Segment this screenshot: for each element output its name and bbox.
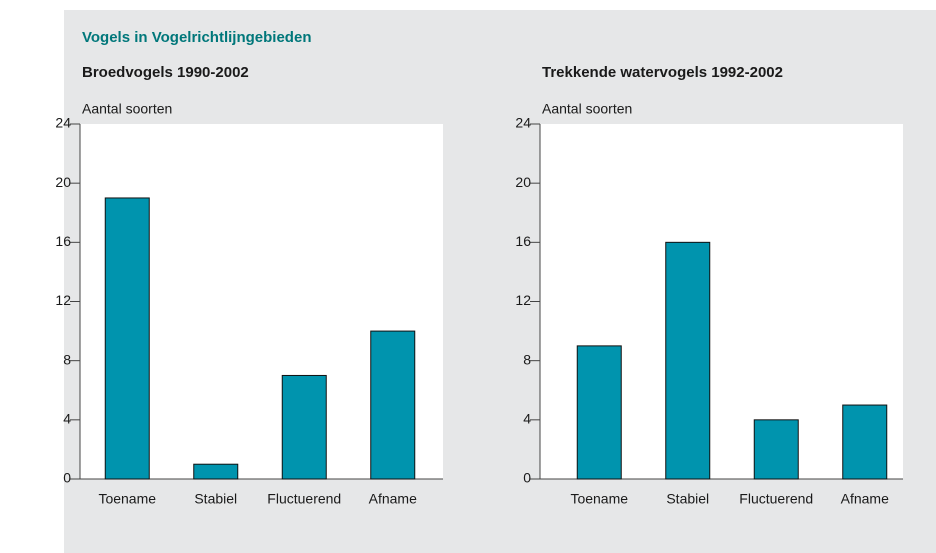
- y-tick-label: 8: [63, 351, 71, 367]
- x-tick-label: Toename: [570, 491, 628, 507]
- y-tick-label: 12: [515, 292, 531, 308]
- bar: [281, 374, 327, 480]
- bar: [753, 419, 799, 480]
- x-tick-label: Fluctuerend: [267, 491, 341, 507]
- axis-title: Aantal soorten: [542, 101, 632, 117]
- x-tick-label: Stabiel: [666, 491, 709, 507]
- axis-title: Aantal soorten: [82, 101, 172, 117]
- y-tick-label: 20: [515, 174, 531, 190]
- bar: [842, 404, 888, 480]
- y-tick-label: 12: [55, 292, 71, 308]
- x-tick-label: Stabiel: [194, 491, 237, 507]
- bar: [193, 463, 239, 480]
- x-tick-label: Fluctuerend: [739, 491, 813, 507]
- y-tick-label: 4: [523, 411, 531, 427]
- page-title: Vogels in Vogelrichtlijngebieden: [82, 29, 311, 46]
- y-tick-label: 24: [515, 115, 531, 131]
- bar: [370, 330, 416, 480]
- x-tick-label: Toename: [98, 491, 156, 507]
- bar: [576, 345, 622, 480]
- y-tick-label: 8: [523, 351, 531, 367]
- bar: [665, 241, 711, 480]
- chart-title: Trekkende watervogels 1992-2002: [542, 64, 783, 81]
- y-tick-label: 24: [55, 115, 71, 131]
- y-tick-label: 4: [63, 411, 71, 427]
- x-tick-label: Afname: [369, 491, 417, 507]
- y-tick-label: 16: [55, 233, 71, 249]
- x-tick-label: Afname: [841, 491, 889, 507]
- y-tick-label: 20: [55, 174, 71, 190]
- y-tick-label: 0: [523, 470, 531, 486]
- bar: [104, 197, 150, 480]
- chart-title: Broedvogels 1990-2002: [82, 64, 249, 81]
- y-tick-label: 0: [63, 470, 71, 486]
- y-tick-label: 16: [515, 233, 531, 249]
